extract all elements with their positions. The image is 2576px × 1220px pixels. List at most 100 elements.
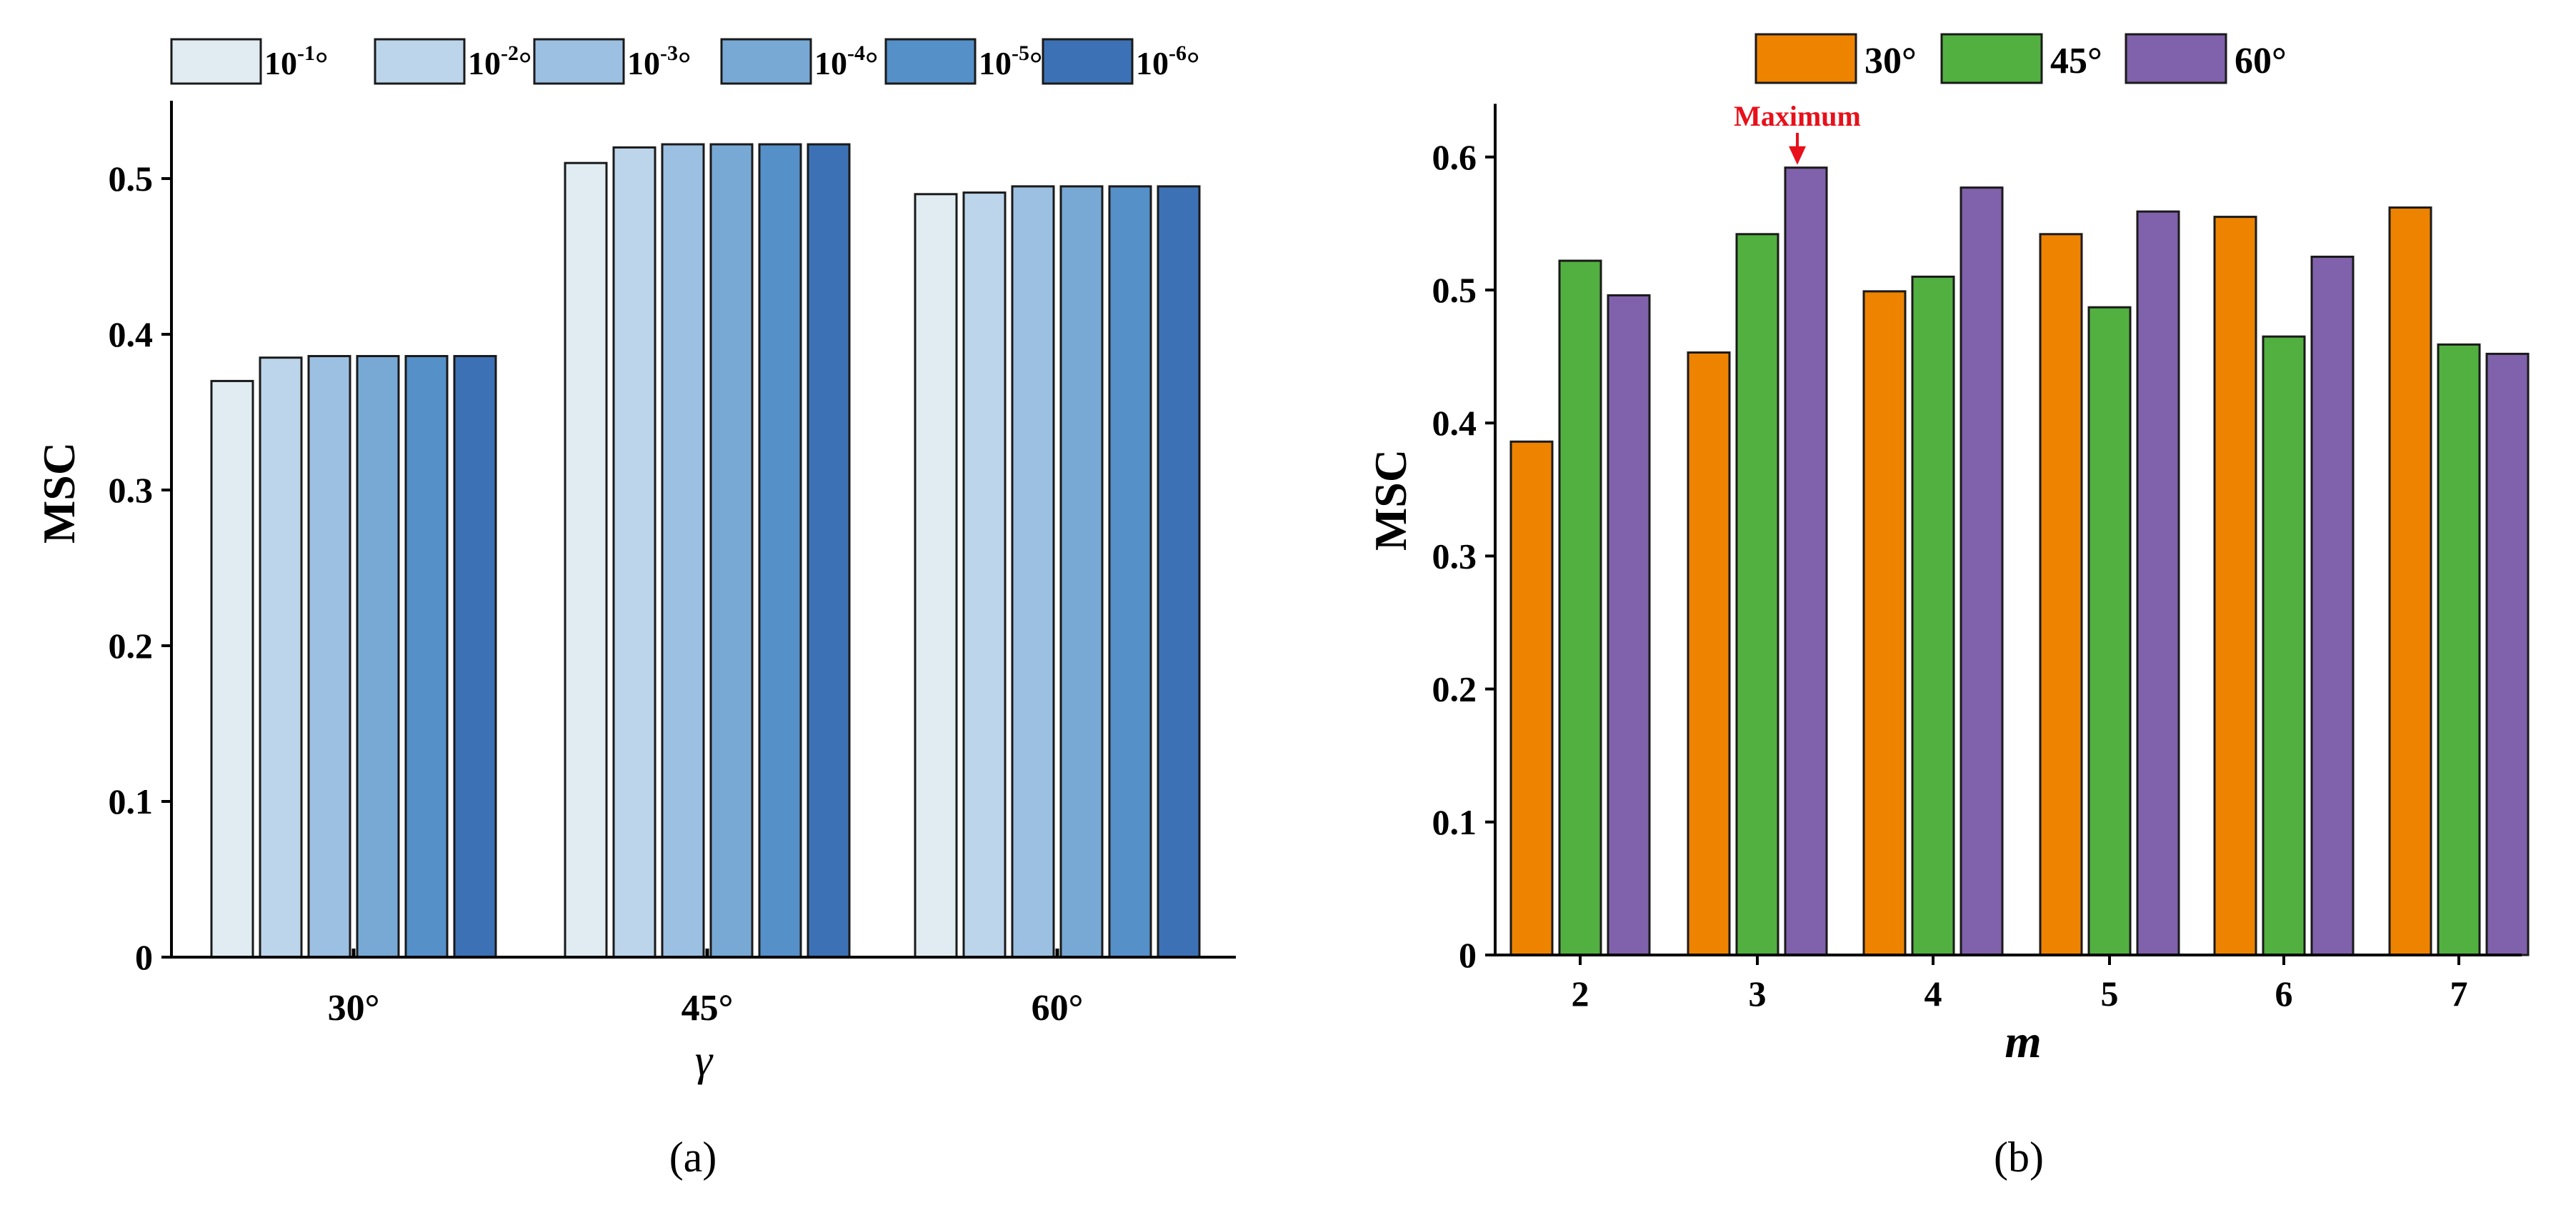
legend-unit-a-4: ° [1029,45,1042,81]
legend-unit-a-0: ° [315,45,328,81]
legend-unit-a-5: ° [1187,45,1199,81]
legend-swatch-a-0 [170,38,262,85]
ytick-label-a-4: 0.4 [109,314,154,354]
bar-b-s1-c4 [2262,335,2306,956]
legend-base-a-2: 10 [627,45,660,81]
bar-b-s1-c3 [2087,306,2132,956]
bar-a-s3-c2 [1059,185,1104,959]
xtick-label-b-1: 3 [1749,974,1767,1014]
bar-b-s0-c0 [1509,440,1554,956]
legend-label-a-3: 10-4° [814,41,878,81]
ytick-label-a-0: 0 [135,937,153,977]
panel-label-a: (a) [669,1134,717,1181]
ytick-label-b-6: 0.6 [1432,137,1477,177]
legend-exp-a-5: -6 [1169,41,1187,65]
legend-swatch-a-5 [1042,38,1134,85]
bar-b-s1-c5 [2437,343,2481,956]
bar-a-s1-c0 [259,356,303,959]
legend-swatch-b-2 [2125,33,2227,84]
xtick-label-b-0: 2 [1572,974,1589,1014]
annotation-arrow-head [1789,146,1806,165]
ytick-label-b-0: 0 [1459,935,1477,975]
legend-label-a-0: 10-1° [264,41,328,81]
bar-a-s4-c2 [1108,185,1152,959]
bar-a-s3-c0 [356,355,400,959]
bar-b-s0-c5 [2388,206,2432,956]
legend-exp-a-4: -5 [1012,41,1029,65]
bar-b-s1-c1 [1735,233,1779,956]
bar-b-s2-c3 [2136,210,2180,956]
legend-swatch-a-1 [374,38,466,85]
legend-swatch-b-0 [1754,33,1857,84]
legend-label-b-2: 60° [2235,41,2287,81]
legend-exp-a-0: -1 [297,41,315,65]
legend-label-a-5: 10-6° [1136,41,1199,81]
bar-a-s2-c0 [307,355,351,959]
ytick-label-b-5: 0.5 [1432,270,1477,310]
legend-base-a-3: 10 [814,45,847,81]
legend-unit-a-2: ° [678,45,691,81]
bar-b-s0-c4 [2213,216,2257,956]
legend-label-a-2: 10-3° [627,41,691,81]
bar-b-s2-c2 [1960,186,2004,956]
xtick-label-b-4: 6 [2275,974,2293,1014]
bar-b-s0-c3 [2039,233,2083,956]
bar-a-s5-c2 [1157,185,1201,959]
panel-b: 0 0.1 0.2 0.3 0.4 0.5 0.6 2 3 4 5 6 7 MSC m (b) Maximum3… [1365,33,2530,1181]
legend-swatch-a-3 [720,38,812,85]
ytick-label-a-3: 0.3 [109,470,154,510]
bar-a-s4-c0 [404,355,449,959]
bar-b-s2-c0 [1607,294,1651,956]
xtick-label-b-2: 4 [1924,974,1942,1014]
ytick-label-a-2: 0.2 [109,626,154,666]
x-axis-label-b: m [2005,1016,2041,1068]
bar-a-s2-c2 [1011,185,1055,959]
bar-b-s2-c5 [2485,352,2530,956]
bar-b-s0-c1 [1687,351,1731,956]
bar-a-s4-c1 [758,143,802,959]
bar-a-s3-c1 [709,143,754,959]
bar-b-s0-c2 [1862,290,1907,956]
legend-label-b-0: 30° [1864,41,1917,81]
legend-label-a-1: 10-2° [468,41,531,81]
legend-base-a-1: 10 [468,45,501,81]
legend-label-a-4: 10-5° [979,41,1042,81]
bar-a-s5-c0 [453,355,497,959]
legend-label-b-1: 45° [2050,41,2102,81]
xtick-label-a-0: 30° [328,988,380,1029]
xtick-label-a-1: 45° [682,988,734,1029]
bar-a-s0-c1 [564,161,608,959]
legend-base-a-0: 10 [264,45,297,81]
ytick-label-b-4: 0.4 [1432,403,1477,443]
ytick-label-b-3: 0.3 [1432,536,1477,576]
x-axis-label-a: γ [695,1036,714,1085]
ytick-label-a-1: 0.1 [109,781,154,821]
legend-swatch-a-4 [884,38,977,85]
legend-base-a-4: 10 [979,45,1012,81]
bar-b-s1-c2 [1911,275,1955,956]
bar-a-s1-c1 [612,146,657,959]
xtick-label-b-3: 5 [2101,974,2119,1014]
ytick-label-a-5: 0.5 [109,159,154,199]
bar-b-s2-c1 [1784,166,1828,956]
annotation-maximum-label: Maximum [1734,100,1861,132]
y-axis-label-a: MSC [34,442,84,544]
legend-base-a-5: 10 [1136,45,1169,81]
legend-swatch-a-2 [533,38,625,85]
legend-exp-a-2: -3 [660,41,678,65]
bar-b-s2-c4 [2310,255,2355,956]
legend-exp-a-3: -4 [847,41,865,65]
legend-unit-a-3: ° [865,45,878,81]
bar-a-s1-c2 [962,191,1007,959]
xtick-label-b-5: 7 [2450,974,2468,1014]
ytick-label-b-2: 0.2 [1432,669,1477,709]
y-axis-label-b: MSC [1365,449,1416,551]
panel-label-b: (b) [1994,1134,2044,1181]
bar-b-s1-c0 [1558,259,1602,956]
legend-exp-a-1: -2 [501,41,519,65]
bar-a-s0-c0 [210,379,254,959]
bar-a-s2-c1 [661,143,705,959]
